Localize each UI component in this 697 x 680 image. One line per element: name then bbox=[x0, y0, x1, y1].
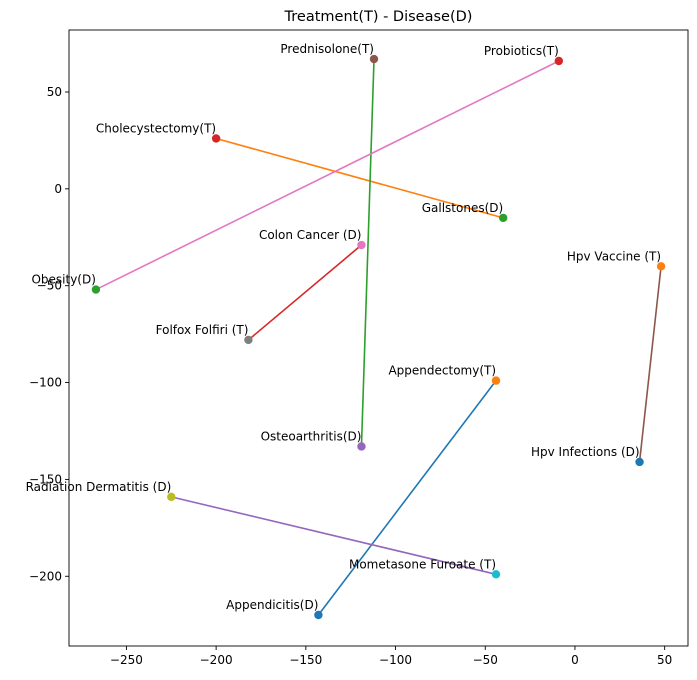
disease-point-5 bbox=[167, 492, 176, 502]
treatment-label-7: Probiotics(T) bbox=[484, 44, 559, 58]
disease-point-4 bbox=[357, 240, 366, 250]
disease-point-6 bbox=[635, 457, 644, 467]
pair-line-2 bbox=[215, 137, 504, 219]
treatment-point-2 bbox=[211, 134, 221, 143]
disease-label-2: Gallstones(D) bbox=[422, 201, 503, 215]
disease-point-2 bbox=[498, 213, 508, 223]
treatment-point-3 bbox=[369, 54, 379, 64]
y-tick-label: 0 bbox=[54, 182, 62, 196]
disease-label-7: Obesity(D) bbox=[31, 273, 95, 287]
disease-label-6: Hpv Infections (D) bbox=[531, 445, 640, 459]
treatment-point-1 bbox=[491, 376, 501, 385]
chart-title: Treatment(T) - Disease(D) bbox=[284, 9, 473, 25]
pair-line-3 bbox=[360, 59, 375, 447]
treatment-point-5 bbox=[491, 570, 501, 579]
treatment-label-2: Cholecystectomy(T) bbox=[96, 121, 216, 135]
x-tick-label: 0 bbox=[571, 653, 579, 667]
disease-label-1: Appendicitis(D) bbox=[226, 598, 318, 612]
disease-point-3 bbox=[357, 442, 366, 451]
x-tick-label: −250 bbox=[110, 653, 143, 667]
plot-area: Appendectomy(T) Appendicitis(D) Cholecyste… bbox=[26, 29, 689, 667]
x-tick-label: −100 bbox=[379, 653, 412, 667]
pair-line-4 bbox=[247, 244, 362, 341]
y-tick-label: 50 bbox=[47, 85, 62, 99]
disease-label-5: Radiation Dermatitis (D) bbox=[26, 480, 172, 494]
x-tick-label: −150 bbox=[289, 653, 322, 667]
disease-label-4: Colon Cancer (D) bbox=[259, 228, 362, 242]
treatment-point-7 bbox=[554, 56, 564, 66]
pair-line-5 bbox=[171, 496, 497, 576]
treatment-point-4 bbox=[244, 335, 253, 345]
plot-frame bbox=[68, 29, 689, 647]
treatment-point-6 bbox=[656, 262, 666, 271]
treatment-label-5: Mometasone Furoate (T) bbox=[349, 557, 496, 571]
x-tick-label: −200 bbox=[200, 653, 233, 667]
disease-point-7 bbox=[91, 285, 101, 294]
x-tick-label: −50 bbox=[473, 653, 498, 667]
y-tick-label: −50 bbox=[37, 279, 62, 293]
y-tick-label: −200 bbox=[29, 569, 62, 583]
treatment-label-6: Hpv Vaccine (T) bbox=[567, 249, 661, 263]
y-tick-label: −150 bbox=[29, 472, 62, 486]
pair-line-6 bbox=[638, 266, 662, 463]
treatment-label-1: Appendectomy(T) bbox=[388, 364, 496, 378]
pair-line-1 bbox=[317, 380, 497, 616]
disease-label-3: Osteoarthritis(D) bbox=[261, 429, 362, 443]
y-tick-label: −100 bbox=[29, 376, 62, 390]
treatment-label-4: Folfox Folfiri (T) bbox=[156, 323, 249, 337]
treatment-label-3: Prednisolone(T) bbox=[280, 42, 374, 56]
disease-point-1 bbox=[314, 610, 323, 620]
pair-line-7 bbox=[95, 60, 560, 291]
x-tick-label: 50 bbox=[657, 653, 672, 667]
